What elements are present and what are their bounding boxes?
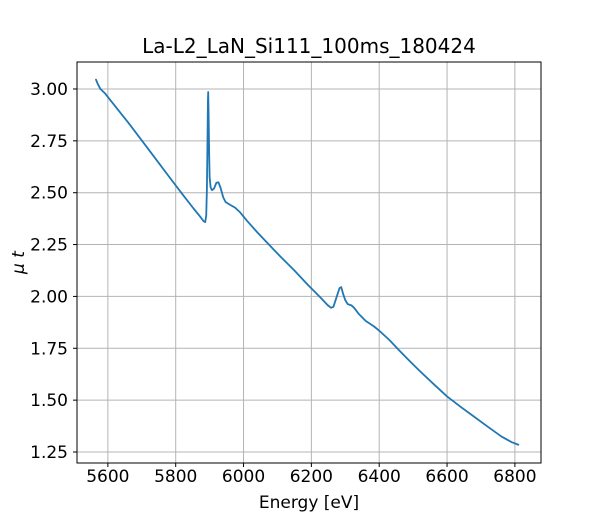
chart-title: La-L2_LaN_Si111_100ms_180424 (142, 34, 476, 58)
x-axis-label: Energy [eV] (259, 493, 359, 513)
y-axis-label: μ t (9, 250, 29, 275)
spectrum-line (95, 78, 520, 446)
x-tick-label: 6000 (222, 467, 265, 487)
plot-frame (76, 61, 542, 464)
y-tick-label: 2.75 (30, 132, 68, 152)
axis-ticks (73, 88, 516, 467)
y-tick-label: 3.00 (30, 80, 68, 100)
y-tick-label: 2.25 (30, 236, 68, 256)
x-tick-label: 6200 (290, 467, 333, 487)
x-tick-label: 5600 (86, 467, 129, 487)
x-tick-label: 6800 (493, 467, 536, 487)
x-tick-label: 6400 (358, 467, 401, 487)
grid-lines (77, 62, 541, 463)
x-tick-label: 6600 (425, 467, 468, 487)
y-tick-label: 2.00 (30, 287, 68, 307)
x-tick-label: 5800 (154, 467, 197, 487)
y-tick-label: 2.50 (30, 184, 68, 204)
y-tick-label: 1.25 (30, 443, 68, 463)
y-tick-label: 1.75 (30, 339, 68, 359)
y-tick-label: 1.50 (30, 391, 68, 411)
tick-labels: 5600 5800 6000 6200 6400 6600 6800 1.25 1.50 1.75… (30, 80, 536, 487)
